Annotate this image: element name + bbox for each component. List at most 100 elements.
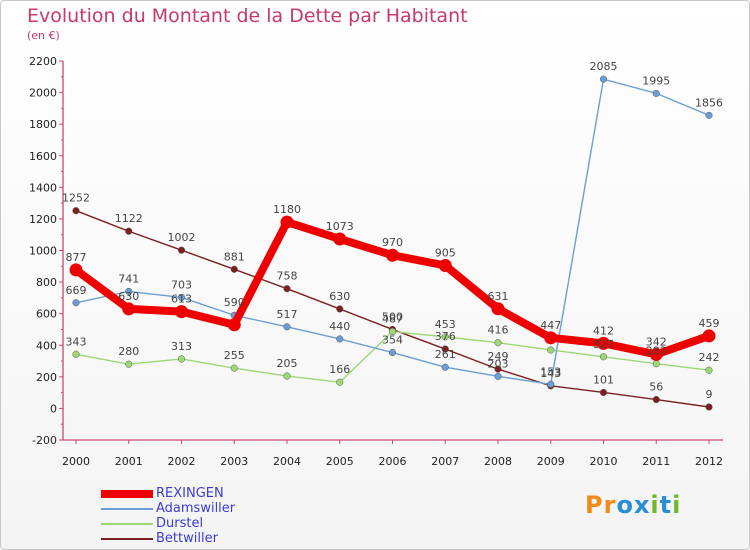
data-label: 459: [699, 317, 720, 330]
data-point: [125, 287, 133, 295]
data-label: 487: [382, 313, 403, 326]
legend-label: Adamswiller: [156, 501, 236, 516]
data-label: 412: [593, 324, 614, 337]
data-label: 101: [593, 373, 614, 386]
x-tick-label: 2008: [484, 455, 512, 468]
y-tick-label: 200: [36, 371, 57, 384]
data-label: 242: [699, 351, 720, 364]
data-point: [125, 227, 133, 235]
data-point: [494, 365, 502, 373]
y-tick-label: 800: [36, 276, 57, 289]
data-point: [177, 355, 186, 363]
data-point: [494, 372, 502, 380]
data-label: 630: [118, 290, 139, 303]
data-point: [597, 336, 610, 350]
data-point: [336, 335, 344, 343]
data-label: 758: [277, 270, 298, 283]
data-label: 9: [706, 388, 713, 401]
data-point: [336, 305, 344, 313]
logo-letter: o: [616, 491, 634, 519]
data-label: 283: [646, 345, 667, 358]
legend-label: REXINGEN: [156, 486, 224, 501]
data-label: 631: [488, 290, 509, 303]
data-point: [283, 285, 291, 293]
y-tick-label: 1400: [29, 181, 57, 194]
data-point: [122, 302, 136, 316]
logo-letter: i: [650, 491, 660, 519]
data-point: [177, 246, 186, 254]
data-label: 630: [329, 290, 350, 303]
data-point: [441, 333, 449, 341]
data-point: [230, 364, 238, 372]
data-point: [491, 302, 505, 316]
data-point: [544, 331, 558, 345]
data-point: [283, 372, 291, 380]
data-point: [649, 347, 663, 361]
legend-swatch: [101, 538, 153, 540]
data-label: 613: [171, 293, 192, 306]
data-point: [599, 353, 608, 361]
data-label: 313: [171, 340, 192, 353]
data-point: [333, 232, 347, 246]
y-tick-label: 1200: [29, 213, 57, 226]
data-label: 1252: [62, 192, 90, 205]
data-point: [72, 299, 80, 307]
data-label: 153: [540, 365, 561, 378]
data-label: 1856: [695, 96, 723, 109]
data-label: 877: [66, 251, 87, 264]
data-label: 1073: [326, 220, 354, 233]
data-label: 2085: [590, 60, 618, 73]
y-tick-label: 2000: [29, 87, 57, 100]
data-point: [386, 248, 399, 262]
logo-letter: i: [672, 491, 682, 519]
data-point: [227, 318, 241, 332]
x-tick-label: 2003: [220, 455, 248, 468]
proxiti-logo: Proxiti: [585, 491, 681, 519]
data-point: [652, 396, 660, 404]
legend-swatch: [101, 490, 153, 498]
data-point: [230, 265, 238, 273]
data-point: [177, 293, 186, 301]
legend-swatch: [101, 508, 153, 510]
data-label: 590: [224, 296, 245, 309]
y-tick-label: 1800: [29, 118, 57, 131]
x-tick-label: 2007: [431, 455, 459, 468]
data-point: [705, 403, 713, 411]
data-point: [494, 339, 502, 347]
x-tick-label: 2000: [62, 455, 90, 468]
x-tick-label: 2004: [273, 455, 301, 468]
y-tick-label: 0: [50, 402, 57, 415]
legend-label: Bettwiller: [156, 531, 218, 546]
data-point: [705, 366, 713, 374]
data-point: [125, 360, 133, 368]
y-tick-label: 600: [36, 308, 57, 321]
data-point: [175, 305, 188, 319]
data-label: 1002: [168, 231, 196, 244]
logo-letter: t: [659, 491, 673, 519]
data-point: [283, 323, 291, 331]
x-tick-label: 2009: [537, 455, 565, 468]
data-label: 881: [224, 250, 245, 263]
data-label: 327: [593, 338, 614, 351]
data-point: [72, 350, 80, 358]
data-point: [72, 207, 80, 215]
data-point: [652, 89, 660, 97]
legend-swatch: [101, 523, 153, 525]
data-label: 669: [66, 284, 87, 297]
data-label: 703: [171, 278, 192, 291]
data-point: [69, 263, 83, 277]
data-label: 166: [329, 363, 350, 376]
data-label: 517: [277, 308, 298, 321]
data-label: 970: [382, 236, 403, 249]
data-point: [441, 345, 449, 353]
data-point: [438, 259, 452, 273]
data-point: [441, 363, 449, 371]
data-point: [547, 346, 555, 354]
data-label: 255: [224, 349, 245, 362]
data-label: 453: [435, 318, 456, 331]
data-label: 249: [488, 350, 509, 363]
data-label: 500: [382, 310, 403, 323]
data-label: 1995: [642, 74, 670, 87]
x-tick-label: 2001: [115, 455, 143, 468]
